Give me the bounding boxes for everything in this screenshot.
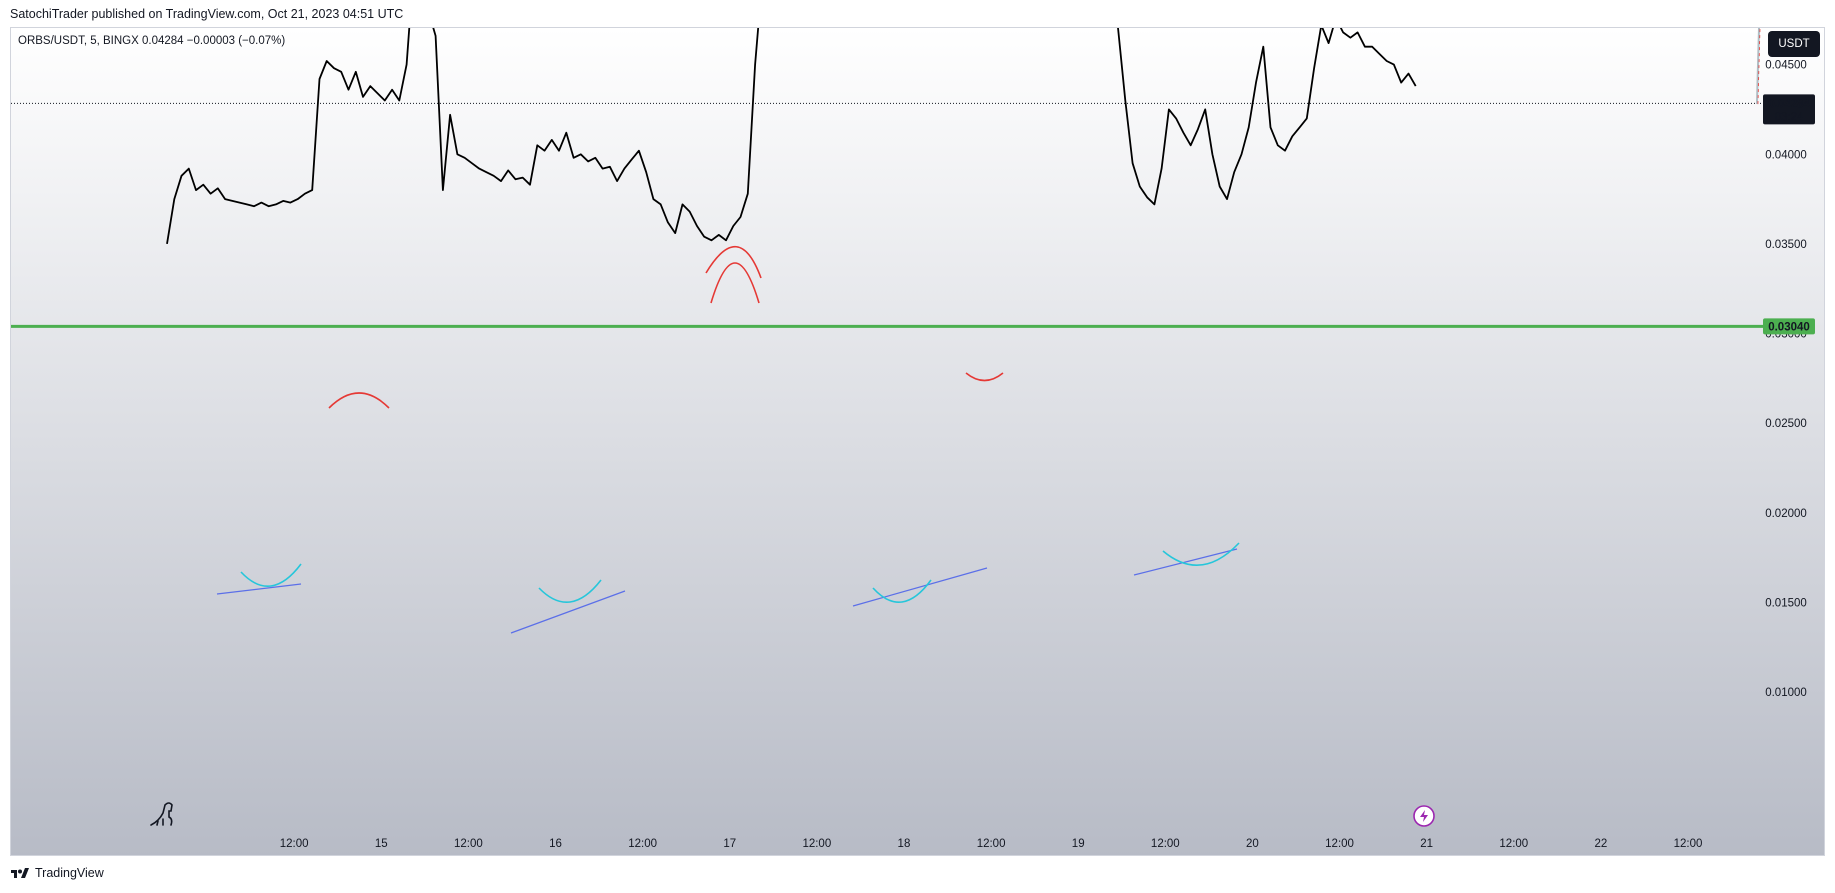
trendline[interactable] <box>852 567 988 607</box>
last-price-label: 0.04284 <box>1768 98 1810 110</box>
chart-background <box>11 28 1824 855</box>
trendline[interactable] <box>216 583 302 595</box>
price-chart[interactable]: 0.010000.015000.020000.025000.030000.035… <box>11 28 1825 856</box>
y-axis-tick-label: 0.03500 <box>1765 239 1807 251</box>
x-axis-tick-label: 12:00 <box>280 838 309 850</box>
price-series-line <box>166 28 1417 245</box>
resistance-arc[interactable] <box>710 262 760 304</box>
symbol-info-line: ORBS/USDT, 5, BINGX 0.04284 −0.00003 (−0… <box>18 35 286 47</box>
x-axis-tick-label: 20 <box>1246 838 1259 850</box>
y-axis-tick-label: 0.02500 <box>1765 418 1807 430</box>
footer-brand-label: TradingView <box>35 866 104 880</box>
x-axis-tick-label: 19 <box>1072 838 1085 850</box>
x-axis-tick-label: 12:00 <box>802 838 831 850</box>
x-axis-tick-label: 12:00 <box>1499 838 1528 850</box>
x-axis-tick-label: 17 <box>723 838 736 850</box>
publisher-line: SatochiTrader published on TradingView.c… <box>10 7 404 21</box>
x-axis-tick-label: 12:00 <box>977 838 1006 850</box>
x-axis-tick-label: 16 <box>549 838 562 850</box>
trendline[interactable] <box>510 590 626 634</box>
y-axis-tick-label: 0.04500 <box>1765 60 1807 72</box>
support-arc[interactable] <box>538 579 602 603</box>
resistance-arc[interactable] <box>328 392 390 409</box>
level-price-label: 0.03040 <box>1768 321 1810 333</box>
chart-pane[interactable]: 0.01000 0.01500 0.02000 0.02500 0.03000 0.035… <box>10 27 1825 856</box>
y-axis-tick-label: 0.02000 <box>1765 508 1807 520</box>
trendline[interactable] <box>1133 548 1238 576</box>
dino-icon-path <box>150 802 173 826</box>
resistance-arc[interactable] <box>965 372 1004 382</box>
x-axis-tick-label: 15 <box>375 838 388 850</box>
x-axis-tick-label: 12:00 <box>1325 838 1354 850</box>
lightning-icon[interactable] <box>1413 805 1435 827</box>
y-axis-tick-label: 0.01000 <box>1765 687 1807 699</box>
x-axis-tick-label: 12:00 <box>1674 838 1703 850</box>
footer-brand[interactable]: TradingView <box>10 866 104 880</box>
tradingview-logo-icon <box>11 868 29 878</box>
support-arc[interactable] <box>872 579 932 603</box>
support-arc[interactable] <box>240 563 302 587</box>
x-axis-tick-label: 12:00 <box>1151 838 1180 850</box>
x-axis-tick-label: 22 <box>1595 838 1608 850</box>
lightning-icon-bolt <box>1420 810 1428 822</box>
x-axis-tick-label: 12:00 <box>454 838 483 850</box>
x-axis-tick-label: 12:00 <box>628 838 657 850</box>
dino-icon <box>150 802 173 826</box>
currency-button[interactable]: USDT <box>1768 31 1820 57</box>
x-axis-tick-label: 21 <box>1420 838 1433 850</box>
resistance-arc[interactable] <box>705 245 762 279</box>
y-axis-tick-label: 0.01500 <box>1765 597 1807 609</box>
support-arc[interactable] <box>1162 542 1240 566</box>
y-axis-tick-label: 0.04000 <box>1765 149 1807 161</box>
level-price-label-bg <box>1763 318 1815 335</box>
bar-countdown-label: 03:24 <box>1775 111 1804 123</box>
x-axis-tick-label: 18 <box>898 838 911 850</box>
last-price-label-bg <box>1763 94 1815 125</box>
